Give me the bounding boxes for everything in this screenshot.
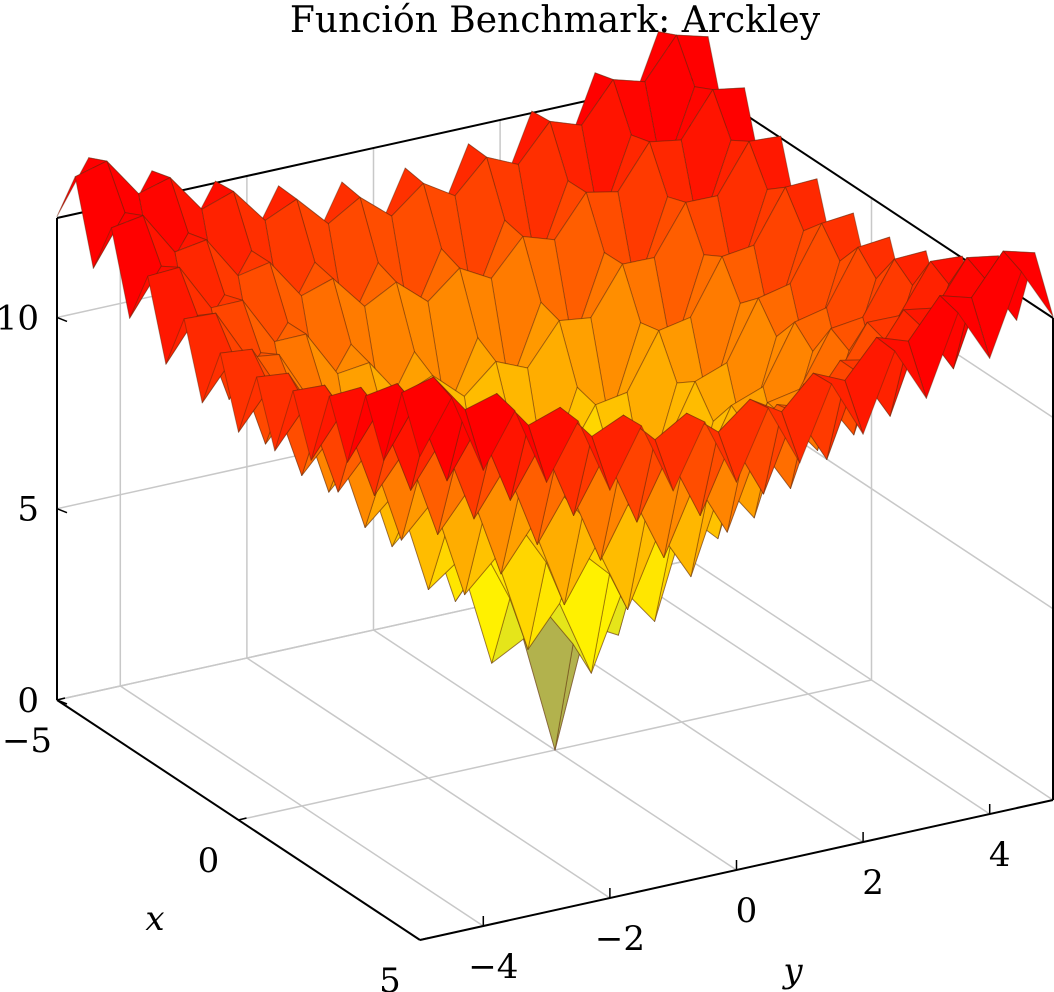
x-tick-mark (238, 817, 247, 821)
surface-patch (971, 250, 1022, 359)
surface-patch (559, 406, 611, 491)
surface-patch (781, 372, 832, 464)
z-tick-mark (56, 699, 68, 705)
x-tick-mark (419, 937, 429, 941)
surface-patch (686, 412, 737, 483)
surface-patch (591, 414, 642, 491)
x-tick-mark (56, 697, 66, 701)
surface-patch (876, 336, 927, 399)
y-tick-label: 0 (736, 891, 758, 931)
surface-patch (812, 372, 864, 435)
x-axis-label: x (145, 899, 164, 939)
surface (56, 31, 1054, 751)
y-tick-label: 2 (862, 863, 884, 903)
surface-patch (464, 393, 516, 471)
y-tick-label: 4 (989, 835, 1011, 875)
y-axis-label: y (781, 951, 803, 991)
surface-patch (1002, 250, 1054, 317)
z-tick-label: 5 (17, 490, 39, 530)
x-tick-label: 0 (198, 841, 220, 881)
surface-patch (907, 295, 959, 399)
x-tick-label: 5 (379, 961, 401, 992)
surface-patch (749, 398, 801, 464)
chart-title: Función Benchmark: Arckley (290, 0, 821, 41)
z-tick-label: 10 (0, 298, 39, 338)
z-tick-mark (56, 508, 68, 514)
z-tick-mark (56, 316, 68, 323)
y-tick-label: −2 (595, 919, 645, 959)
x-tick-label: −5 (2, 721, 52, 761)
z-tick-label: 0 (17, 681, 39, 721)
surface-patch (401, 376, 453, 457)
surface-patch (717, 398, 769, 483)
surface-patch (654, 412, 706, 492)
y-tick-label: −4 (468, 947, 518, 987)
surface-patch (433, 376, 484, 471)
